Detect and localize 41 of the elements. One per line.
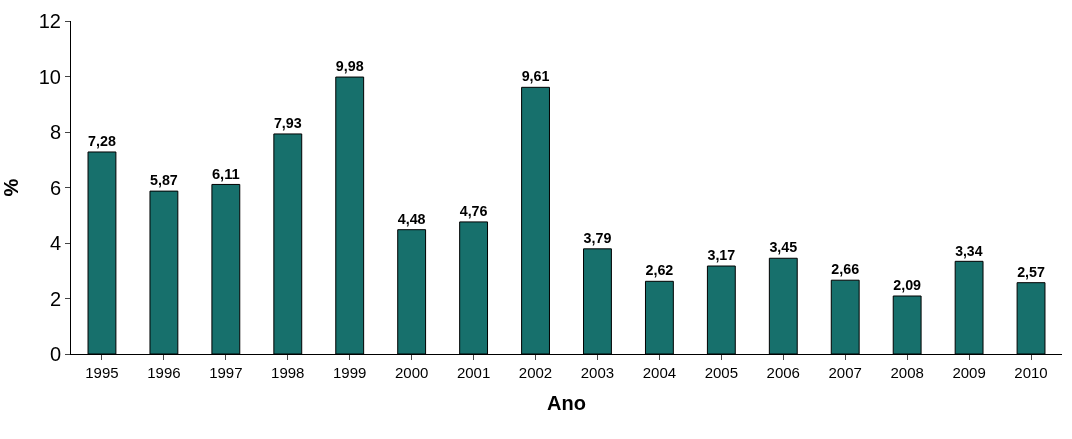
x-tick-label: 2006: [766, 364, 800, 381]
x-tick-label: 1999: [333, 364, 367, 381]
y-tick-label: 12: [38, 10, 61, 32]
data-label: 9,61: [521, 68, 550, 85]
x-tick-label: 1998: [271, 364, 305, 381]
data-label: 7,93: [273, 115, 302, 132]
y-tick-label: 2: [49, 287, 61, 310]
x-tick-label: 2007: [828, 364, 862, 381]
y-axis-title: %: [0, 178, 22, 197]
x-tick-label: 2010: [1014, 364, 1048, 381]
data-label: 2,62: [645, 262, 674, 279]
data-label: 3,34: [955, 242, 983, 259]
x-axis-title: Ano: [547, 391, 586, 414]
data-label: 4,48: [397, 210, 426, 227]
data-label: 3,45: [769, 239, 798, 256]
y-tick-label: 0: [49, 343, 61, 365]
data-label: 7,28: [88, 133, 116, 150]
x-tick-label: 2005: [704, 364, 739, 381]
data-label: 3,79: [583, 229, 612, 246]
x-tick-label: 2003: [580, 364, 615, 381]
data-label: 2,66: [831, 261, 860, 278]
y-tick-label: 8: [49, 121, 61, 143]
x-tick-label: 2008: [890, 364, 924, 381]
data-label: 6,11: [211, 165, 240, 182]
data-label: 9,98: [335, 58, 364, 75]
x-tick-label: 2000: [394, 364, 429, 381]
x-tick-label: 2002: [518, 364, 553, 381]
y-tick-label: 10: [38, 65, 61, 88]
x-tick-label: 1995: [85, 364, 119, 381]
x-tick-label: 2004: [642, 364, 677, 381]
data-label: 2,57: [1017, 263, 1045, 280]
x-tick-label: 1996: [147, 364, 181, 381]
data-label: 3,17: [707, 247, 736, 264]
y-tick-label: 4: [49, 232, 61, 254]
x-tick-label: 2001: [456, 364, 491, 381]
x-tick-label: 1997: [209, 364, 243, 381]
y-tick-label: 6: [49, 176, 61, 199]
data-label: 5,87: [149, 172, 178, 189]
x-tick-label: 2009: [952, 364, 986, 381]
data-label: 4,76: [459, 203, 488, 220]
data-label: 2,09: [893, 277, 922, 294]
